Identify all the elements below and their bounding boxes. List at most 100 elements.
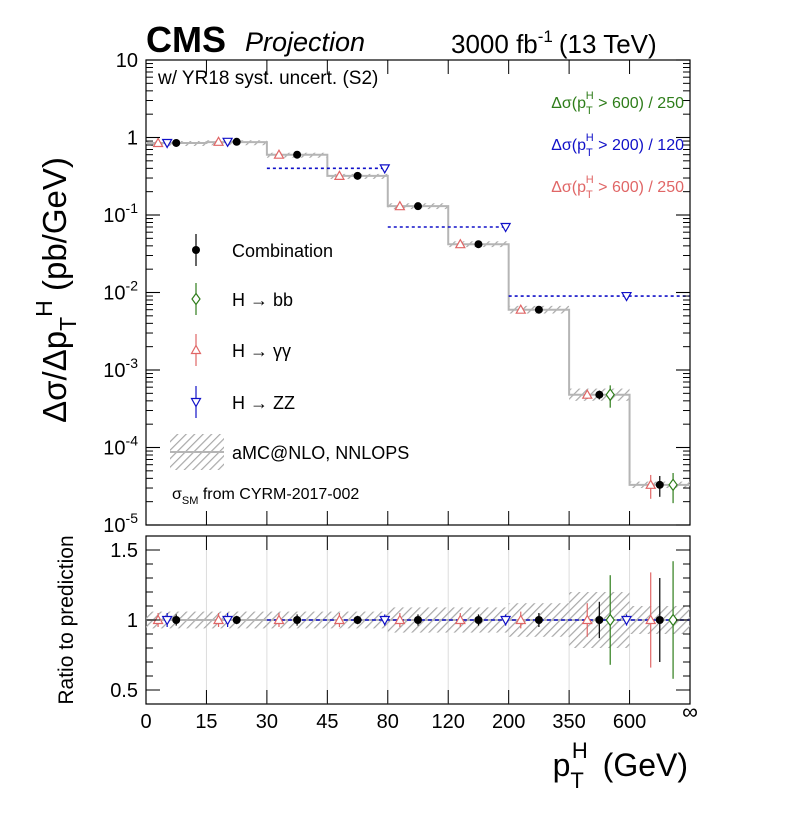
hgg-marker (454, 614, 466, 625)
x-tick-label: 600 (613, 711, 646, 733)
combination-marker (353, 616, 362, 624)
footnote-part: σ (172, 486, 182, 503)
combination-marker (595, 616, 604, 624)
inclusive-label-part: H (586, 132, 594, 144)
x-tick-label: 350 (552, 711, 585, 733)
combination-marker (232, 616, 241, 624)
combination-marker (414, 616, 422, 624)
hgg-marker (213, 136, 225, 146)
svg-text:Δσ/ΔpTH (pb/GeV): Δσ/ΔpTH (pb/GeV) (31, 157, 81, 423)
combination-marker (655, 480, 664, 489)
x-axis-title: pTH (GeV) (553, 738, 688, 793)
hgg-marker (152, 137, 164, 148)
x-tick-label: 120 (432, 711, 465, 733)
y-tick-label: 1 (127, 128, 138, 150)
hgg-marker (333, 614, 345, 625)
zz-merged-lines (266, 167, 690, 297)
axes: 10 1 10-1 10-2 10-3 10-4 10-5 1.5 1 0.50 15 30 45 80 1… (103, 50, 698, 733)
inclusive-label-part: Δσ(p (551, 95, 586, 112)
hzz-marker (379, 164, 391, 175)
y-tick-label: 10 (116, 50, 138, 72)
inclusive-label-part: T (586, 189, 593, 201)
hgg-marker (394, 614, 406, 625)
svg-text:Ratio to prediction: Ratio to prediction (55, 535, 78, 704)
projection-label: Projection (245, 27, 365, 57)
x-tick-label: 30 (256, 711, 278, 733)
combination-marker (534, 616, 543, 624)
combination-marker (172, 138, 181, 147)
inclusive-label-part: > 200) / 120 (594, 137, 684, 154)
combination-marker (534, 305, 543, 314)
data-markers (152, 136, 678, 504)
svg-text:pTH (GeV): pTH (GeV) (553, 738, 688, 793)
hzz-marker (161, 615, 173, 626)
hgg-marker (645, 614, 657, 625)
x-tick-label: 80 (377, 711, 399, 733)
inclusive-label: Δσ(pTH > 200) / 120 (551, 132, 684, 159)
combination-marker (414, 202, 422, 211)
combination-marker (353, 171, 362, 180)
x-tick-label: 45 (316, 711, 338, 733)
luminosity-label: 3000 fb-1 (13 TeV) (451, 27, 657, 59)
combination-marker (172, 616, 181, 624)
footnote-part: from CYRM-2017-002 (198, 486, 359, 503)
y-tick-label: 10-1 (103, 200, 138, 227)
ratio-markers (152, 561, 678, 679)
main-panel-frame (145, 59, 691, 526)
hgg-marker (454, 238, 466, 249)
hgg-marker (273, 148, 285, 159)
combination-marker (595, 390, 604, 399)
y-tick-label: 10-4 (103, 433, 138, 460)
hgg-marker (273, 614, 285, 625)
legend-label: H → ZZ (232, 393, 295, 413)
y-tick-label: 10-3 (103, 355, 138, 382)
combination-marker (293, 150, 302, 159)
ratio-tick-label: 1 (127, 610, 138, 632)
hbb-marker (668, 613, 678, 627)
hzz-marker (500, 222, 512, 233)
hbb-marker (668, 478, 678, 492)
x-tick-label: 15 (195, 711, 217, 733)
ratio-tick-label: 1.5 (110, 540, 138, 562)
experiment-label: CMS (146, 19, 226, 60)
y-tick-label: 10-5 (103, 510, 138, 537)
legend: Combination H → bb H → γγ H → ZZ aMC@NLO, NN… (170, 234, 409, 507)
hgg-marker (515, 303, 527, 314)
x-tick-label: 0 (140, 711, 151, 733)
combination-marker (192, 246, 200, 254)
x-tick-label: ∞ (682, 699, 698, 724)
legend-label: Combination (232, 241, 333, 261)
footnote: σSM from CYRM-2017-002 (172, 486, 359, 507)
hbb-marker (191, 292, 201, 306)
hbb-marker (605, 613, 615, 627)
combination-marker (293, 616, 302, 624)
hgg-marker (581, 614, 593, 625)
footnote-part: SM (182, 495, 199, 507)
legend-label: aMC@NLO, NNLOPS (232, 443, 409, 463)
combination-marker (232, 137, 241, 146)
hgg-marker (645, 479, 657, 489)
combination-marker (655, 616, 664, 624)
x-tick-label: 200 (492, 711, 525, 733)
legend-label: H → bb (232, 290, 293, 310)
legend-label: H → γγ (232, 341, 291, 361)
hgg-marker (333, 170, 345, 180)
inclusive-label-part: H (586, 90, 594, 102)
inclusive-label-part: Δσ(p (551, 137, 586, 154)
hzz-marker (222, 137, 234, 148)
hgg-marker (190, 344, 202, 355)
hgg-marker (394, 200, 406, 211)
hbb-marker (605, 388, 615, 402)
hgg-marker (581, 388, 593, 399)
ratio-tick-label: 0.5 (110, 680, 138, 702)
y-axis-title: Δσ/ΔpTH (pb/GeV) (31, 157, 81, 423)
ratio-y-axis-title: Ratio to prediction (55, 535, 78, 704)
hzz-marker (190, 397, 202, 408)
combination-marker (474, 616, 483, 624)
hzz-marker (500, 615, 512, 626)
y-tick-label: 10-2 (103, 278, 138, 305)
inclusive-label: Δσ(pTH > 600) / 250 (551, 90, 684, 117)
inclusive-label-part: > 600) / 250 (594, 95, 684, 112)
